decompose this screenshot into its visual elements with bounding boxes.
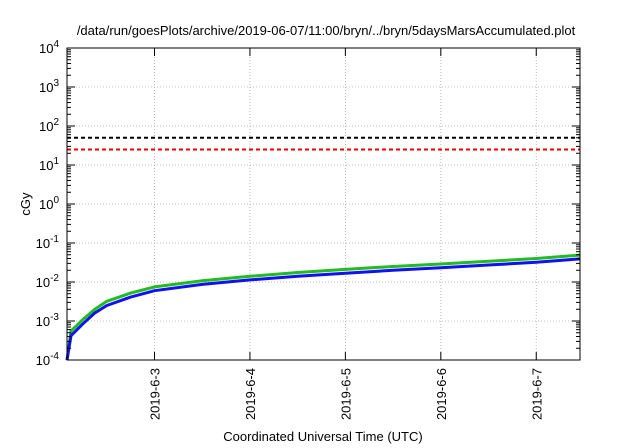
x-tick-label: 2019-6-4: [243, 368, 258, 420]
x-tick-label: 2019-6-5: [338, 368, 353, 420]
reference-lines: [67, 136, 580, 151]
x-axis-label: Coordinated Universal Time (UTC): [223, 429, 422, 444]
y-tick-label: 100: [39, 195, 59, 212]
y-tick-label: 104: [39, 39, 59, 56]
series-line: [65, 253, 581, 361]
x-tick-label: 2019-6-6: [434, 368, 449, 420]
chart-title: /data/run/goesPlots/archive/2019-06-07/1…: [77, 23, 576, 38]
grid-lines: [67, 48, 580, 360]
series-line: [65, 257, 581, 361]
y-axis-label: cGy: [18, 192, 33, 216]
x-axis: 2019-6-3 2019-6-4 2019-6-5 2019-6-6 2019-6-7: [147, 48, 544, 420]
y-axis: 10-4 10-3 10-2 10-1 100 101 102 103 104: [36, 39, 580, 368]
y-tick-label: 10-2: [36, 273, 60, 290]
y-tick-label: 10-3: [36, 312, 60, 329]
plot-frame: [66, 47, 581, 361]
series-lines: [65, 253, 581, 361]
y-tick-label: 10-1: [36, 234, 60, 251]
y-tick-label: 102: [39, 117, 59, 134]
x-tick-label: 2019-6-3: [147, 368, 162, 420]
y-tick-label: 103: [39, 78, 59, 95]
x-tick-label: 2019-6-7: [529, 368, 544, 420]
y-tick-label: 101: [39, 156, 59, 173]
y-tick-label: 10-4: [36, 351, 60, 368]
